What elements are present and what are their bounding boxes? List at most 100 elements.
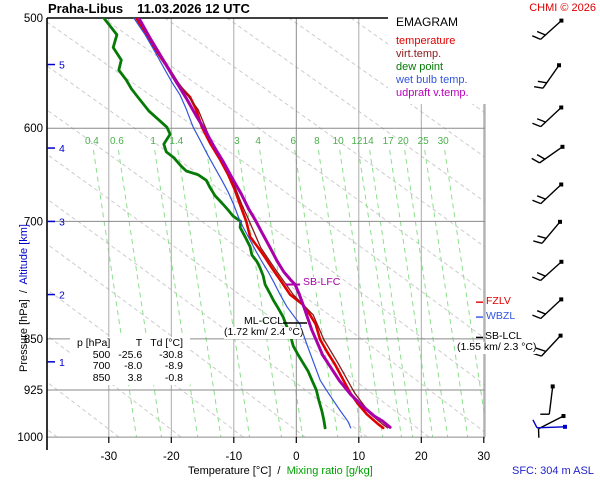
wind-barb [532, 259, 564, 282]
mixing-ratio-label: 0.6 [110, 136, 124, 147]
wind-barb-feather [532, 276, 541, 282]
table-row: 500 -25.6 -30.8 [73, 349, 187, 362]
mixing-ratio-label: 30 [438, 136, 450, 147]
wind-barb-feather [532, 419, 538, 429]
wind-barb [531, 144, 565, 164]
mixing-ratio-line [237, 149, 282, 437]
wind-barb-feather [536, 154, 546, 160]
wind-barb [532, 182, 564, 205]
sb-lcl-detail: (1.55 km/ 2.3 °C) [457, 341, 537, 354]
pressure-tick-label: 500 [24, 13, 43, 25]
mixing-ratio-line [117, 149, 162, 437]
table-cell: -8.0 [124, 360, 143, 373]
mixing-ratio-line [357, 149, 402, 437]
table-cell: 700 [92, 360, 111, 373]
altitude-tick-label: 1 [59, 357, 65, 369]
legend-entries: temperature virt.temp. dew point wet bulb t… [396, 35, 482, 100]
wind-barb-shaft [540, 261, 562, 282]
wind-barb-feather [531, 157, 540, 164]
wind-barb-feather [532, 199, 542, 205]
wind-barbs [530, 18, 567, 438]
table-cell: 850 [92, 371, 111, 384]
wind-barb [533, 63, 562, 89]
sounding-datetime: 11.03.2026 12 UTC [137, 1, 250, 16]
chart-legend: EMAGRAM temperature virt.temp. dew point we… [388, 14, 486, 105]
sounding-values-table: p [hPa] T Td [°C] 500 -25.6 -30.8 700 -8.0 -8.9 8… [70, 337, 191, 386]
dry-adiabat-line [47, 381, 120, 437]
mixing-ratio-line [404, 149, 449, 437]
x-axis-title: Temperature [°C] / Mixing ratio [g/kg] [188, 465, 373, 477]
table-row: 700 -8.0 -8.9 [73, 361, 187, 373]
wind-barb [532, 297, 564, 320]
temperature-tick-label: 30 [477, 451, 490, 463]
sb-lcl-label: SB-LCL [485, 330, 522, 342]
table-row: 850 3.8 -0.8 [73, 371, 187, 385]
pressure-axis: 500 600 700 850 925 1000 [17, 13, 43, 444]
wind-barb-shaft [540, 183, 562, 205]
wind-barb-shaft [541, 221, 561, 244]
copyright-label: CHMI © 2026 [529, 2, 596, 14]
wind-barb-feather [536, 272, 546, 277]
station-name: Praha-Libus [48, 1, 124, 16]
wind-barb-feather [536, 310, 546, 315]
legend-entry-virt-temp-: virt.temp. [396, 48, 442, 61]
wind-barb-feather [532, 314, 542, 320]
wind-barb-feather [533, 85, 544, 89]
wind-barb-shaft [540, 298, 562, 319]
temperature-tick-label: 20 [415, 451, 428, 463]
table-header: p [hPa] [77, 337, 111, 349]
wind-barb-feather [537, 80, 547, 84]
wind-barb-feather [535, 347, 547, 353]
table-cell: -0.8 [164, 371, 184, 384]
mixing-ratio-line [294, 149, 339, 437]
mixing-ratio-labels: 0.4 0.6 1 1.4 3 4 6 8 10 12 14 17 20 25 30 [85, 136, 449, 147]
temperature-tick-label: 0 [293, 451, 299, 463]
table-header: Td [°C] [150, 337, 184, 349]
mixing-ratio-label: 1.4 [169, 136, 183, 147]
legend-entry-udpraft-v-temp-: udpraft v.temp. [396, 87, 469, 100]
wind-barb-shaft [538, 415, 564, 430]
table-cell: 3.8 [127, 371, 143, 384]
pressure-axis-label: Pressure [hPa] [17, 299, 30, 372]
mixing-ratio-label: 1 [150, 136, 156, 147]
wind-barb-shaft [540, 20, 562, 40]
pressure-tick-label: 925 [24, 385, 43, 397]
mixing-ratio-label: 12 [351, 136, 363, 147]
dry-adiabat-line [47, 153, 430, 437]
table-header: T [135, 337, 143, 349]
dry-adiabat-line [47, 288, 244, 437]
pressure-tick-label: 850 [24, 334, 43, 346]
pressure-tick-label: 600 [24, 123, 43, 135]
dry-adiabat-line [164, 18, 485, 248]
mixing-ratio-line [339, 149, 384, 437]
temperature-tick-label: -30 [100, 451, 117, 463]
altitude-tick-label: 4 [59, 143, 65, 155]
wind-barb [532, 419, 567, 429]
mixing-ratio-label: 6 [290, 136, 296, 147]
wind-barb-head [562, 424, 567, 429]
dry-adiabat-line [47, 243, 306, 437]
mixing-ratio-line [424, 149, 469, 437]
legend-entry-dew-point: dew point [396, 61, 444, 74]
legend-entry-wet-bulb-temp-: wet bulb temp. [396, 74, 468, 87]
mixing-ratio-label: 4 [255, 136, 261, 147]
wind-barb-head [559, 105, 564, 110]
wind-barb-shaft [539, 146, 563, 164]
altitude-axis: 5 4 3 2 1 [47, 60, 65, 369]
wind-barb-head [559, 259, 564, 264]
y-axis-title: Pressure [hPa] / Altitude [km] [18, 224, 30, 372]
wind-barb-head [561, 414, 566, 419]
mixing-ratio-line [206, 149, 251, 437]
mixing-ratio-lines [92, 149, 485, 437]
axis-label-separator: / [274, 465, 287, 477]
mixing-ratio-line [177, 149, 222, 437]
mixing-ratio-line [259, 149, 304, 437]
wind-barb-feather [533, 240, 543, 244]
plot-area [47, 18, 485, 437]
altitude-tick-label: 2 [59, 290, 65, 302]
wind-barb [540, 384, 555, 415]
altitude-tick-label: 5 [59, 60, 65, 72]
wind-barb-feather [537, 235, 547, 239]
ml-ccl-detail: (1.72 km/ 2.4 °C) [224, 326, 304, 339]
